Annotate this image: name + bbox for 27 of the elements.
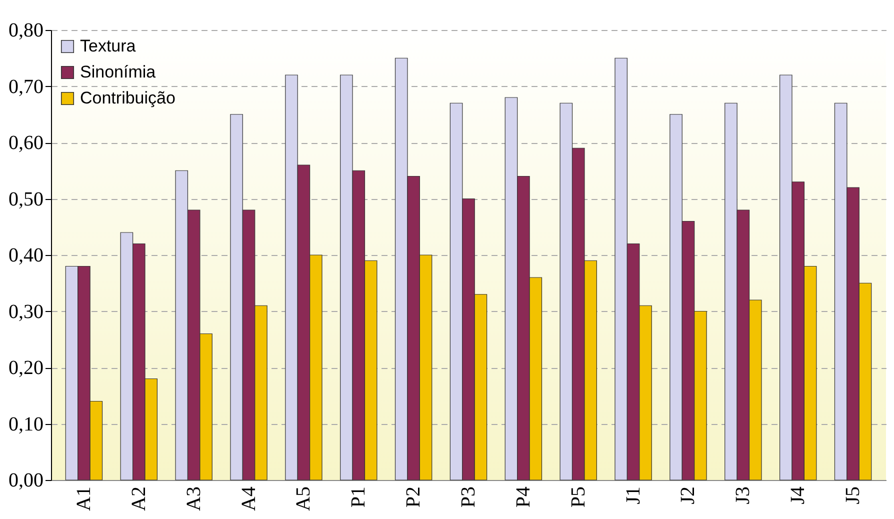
y-tick-label: 0,40 [8, 244, 44, 266]
x-tick-label: J2 [677, 486, 700, 504]
x-tick-label: A2 [128, 486, 150, 511]
legend-label: Sinonímia [80, 62, 156, 82]
legend-label: Textura [80, 36, 136, 56]
x-tick-label: A1 [72, 486, 95, 511]
x-tick-label: P5 [567, 486, 590, 508]
x-tick-label: A5 [292, 486, 315, 511]
x-tick-label: P4 [512, 486, 534, 508]
x-tick-label: J5 [842, 486, 864, 504]
y-tick-label: 0,70 [8, 76, 44, 98]
x-tick-label: J1 [622, 486, 644, 504]
y-tick-label: 0,80 [8, 20, 44, 42]
y-tick-label: 0,00 [8, 470, 44, 492]
x-tick-label: P1 [348, 486, 370, 508]
legend-label: Contribuição [80, 88, 176, 108]
y-tick-label: 0,50 [8, 188, 44, 210]
y-tick-label: 0,30 [8, 300, 44, 323]
x-tick-label: A4 [238, 486, 260, 511]
x-tick-label: P3 [458, 486, 480, 508]
x-tick-label: P2 [402, 486, 425, 508]
x-tick-label: A3 [182, 486, 205, 511]
y-tick-label: 0,10 [8, 413, 44, 436]
y-tick-label: 0,20 [8, 357, 44, 379]
x-tick-label: J4 [787, 486, 810, 504]
y-tick-label: 0,60 [8, 132, 44, 154]
x-tick-label: J3 [732, 486, 754, 504]
